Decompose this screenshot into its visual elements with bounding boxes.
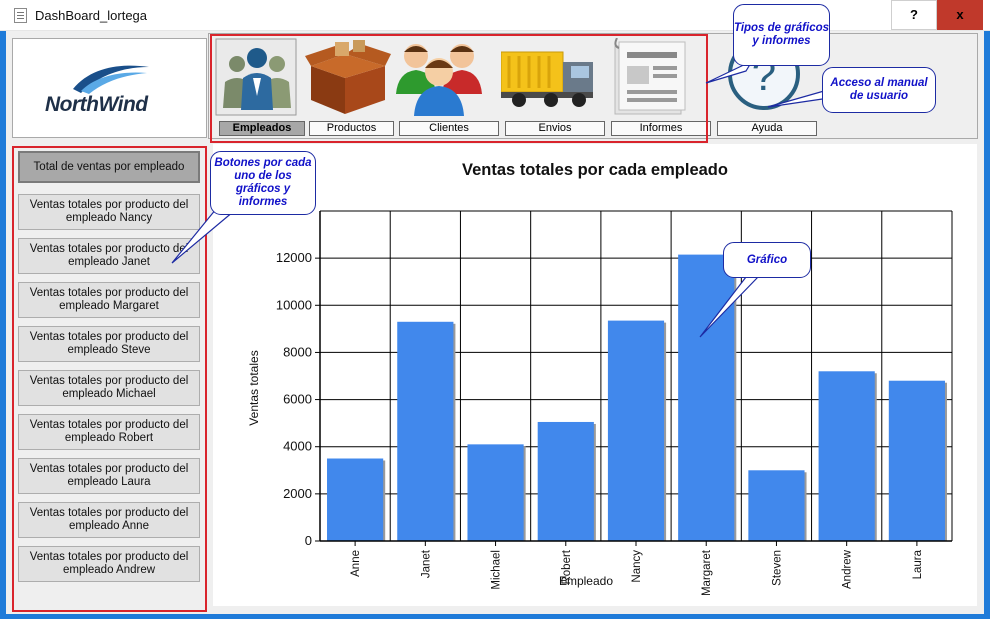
x-tick-label: Laura (912, 549, 924, 579)
reports-icon (614, 38, 686, 115)
sales-laura-button[interactable]: Ventas totales por producto del empleado… (18, 458, 200, 494)
callout-chart-types: Tipos de gráficos y informes (733, 4, 830, 66)
toolbar-label-ayuda[interactable]: Ayuda (717, 121, 817, 136)
help-button[interactable]: ? (891, 0, 937, 30)
toolbar-label-clientes[interactable]: Clientes (399, 121, 499, 136)
close-button[interactable]: x (937, 0, 983, 30)
client-area: NorthWind (6, 4, 984, 614)
x-tick-label: Andrew (842, 549, 854, 589)
callout-chart: Gráfico (723, 242, 811, 278)
x-tick-label: Janet (420, 549, 432, 578)
sales-bar-chart: 0 2000 4000 6000 8000 10000 12000 Anne Janet Mich… (247, 210, 953, 596)
y-tick-label: 0 (305, 533, 312, 548)
x-tick-label: Steven (771, 550, 783, 586)
toolbar-label-envios[interactable]: Envios (505, 121, 605, 136)
x-tick-label: Margaret (701, 549, 713, 596)
bar-andrew (818, 371, 875, 541)
sales-anne-button[interactable]: Ventas totales por producto del empleado… (18, 502, 200, 538)
toolbar-label-empleados[interactable]: Empleados (219, 121, 305, 136)
bar-michael (467, 444, 524, 541)
products-box-icon (305, 40, 391, 114)
callout-user-manual: Acceso al manual de usuario (822, 67, 936, 113)
customers-icon (396, 44, 482, 116)
callout-buttons: Botones por cada uno de los gráficos y i… (210, 151, 316, 215)
sales-andrew-button[interactable]: Ventas totales por producto del empleado… (18, 546, 200, 582)
y-tick-label: 12000 (276, 250, 312, 265)
app-document-icon (14, 8, 27, 23)
x-tick-label: Nancy (631, 550, 643, 583)
bar-anne (327, 458, 384, 541)
x-axis-title: Empleado (559, 574, 613, 588)
bar-robert (537, 421, 594, 541)
sales-michael-button[interactable]: Ventas totales por producto del empleado… (18, 370, 200, 406)
employees-icon (215, 38, 297, 116)
chart-title: Ventas totales por cada empleado (462, 161, 728, 179)
y-tick-label: 6000 (283, 392, 312, 407)
x-tick-label: Robert (561, 549, 573, 584)
bar-margaret (678, 254, 735, 541)
bar-steven (748, 470, 805, 541)
toolbar-label-informes[interactable]: Informes (611, 121, 711, 136)
delivery-truck-icon (501, 51, 593, 107)
x-tick-label: Michael (491, 550, 503, 590)
y-tick-label: 10000 (276, 297, 312, 312)
toolbar-label-productos[interactable]: Productos (309, 121, 394, 136)
y-tick-label: 2000 (283, 486, 312, 501)
y-axis-title: Ventas totales (247, 350, 261, 425)
logo-swoosh-icon (73, 65, 149, 94)
bar-janet (397, 321, 454, 541)
sales-margaret-button[interactable]: Ventas totales por producto del empleado… (18, 282, 200, 318)
chart-area: Ventas totales por cada empleado 0 2000 40… (213, 144, 977, 606)
title-bar: DashBoard_lortega ? x (0, 0, 990, 31)
window-title: DashBoard_lortega (35, 8, 148, 23)
sales-janet-button[interactable]: Ventas totales por producto del empleado… (18, 238, 200, 274)
bar-laura (888, 380, 945, 541)
sales-steve-button[interactable]: Ventas totales por producto del empleado… (18, 326, 200, 362)
total-sales-button[interactable]: Total de ventas por empleado (18, 151, 200, 183)
x-tick-label: Anne (350, 550, 362, 577)
logo-text: NorthWind (45, 93, 148, 116)
northwind-logo: NorthWind (12, 38, 207, 138)
y-tick-label: 8000 (283, 344, 312, 359)
sales-nancy-button[interactable]: Ventas totales por producto del empleado… (18, 194, 200, 230)
bar-nancy (607, 320, 665, 541)
sales-robert-button[interactable]: Ventas totales por producto del empleado… (18, 414, 200, 450)
chart-buttons-panel: Total de ventas por empleado Ventas tota… (12, 146, 207, 612)
y-tick-label: 4000 (283, 439, 312, 454)
